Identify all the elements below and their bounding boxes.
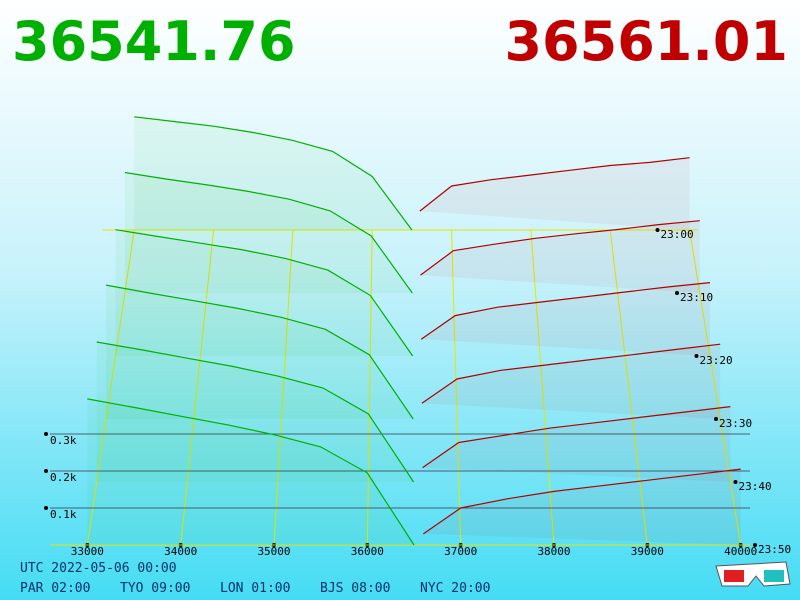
bids-area <box>106 285 414 419</box>
bids-area <box>115 229 413 356</box>
asks-area <box>422 406 731 482</box>
zone-time: PAR 02:00 <box>20 581 90 596</box>
grid-line <box>180 229 215 546</box>
asks-area <box>420 220 700 293</box>
zone-time: TYO 09:00 <box>120 581 190 596</box>
time-label: 23:30 <box>719 417 752 430</box>
x-tick-label: 39000 <box>631 545 664 558</box>
x-tick-label: 35000 <box>257 545 290 558</box>
bids-line <box>115 229 414 357</box>
asks-line <box>422 406 731 469</box>
bid-price: 36541.76 <box>12 10 296 73</box>
asks-line <box>419 157 690 212</box>
depth-tick-label: 0.3k <box>50 434 77 447</box>
zone-time: BJS 08:00 <box>320 581 390 596</box>
depth-tick-label: 0.1k <box>50 508 77 521</box>
ask-price: 36561.01 <box>504 10 788 73</box>
time-label: 23:10 <box>680 291 713 304</box>
x-tick-label: 34000 <box>164 545 197 558</box>
asks-area <box>419 157 690 230</box>
tick-dot <box>714 417 718 421</box>
asks-area <box>421 344 721 419</box>
asks-area <box>423 469 741 545</box>
x-tick-label: 33000 <box>71 545 104 558</box>
bids-line <box>105 284 414 420</box>
tick-dot <box>44 469 48 473</box>
tick-dot <box>44 506 48 510</box>
tick-dot <box>753 543 757 547</box>
bids-line <box>87 398 415 546</box>
tick-dot <box>44 432 48 436</box>
bids-area <box>134 116 412 230</box>
bids-line <box>124 171 413 294</box>
grid-line <box>273 229 294 546</box>
asks-line <box>421 343 721 404</box>
grid-line <box>689 229 742 546</box>
bids-line <box>134 116 413 231</box>
tick-dot <box>694 354 699 358</box>
time-label: 23:50 <box>758 543 791 556</box>
asks-line <box>420 282 711 340</box>
zone-time: LON 01:00 <box>220 581 290 596</box>
3d-glasses-icon[interactable] <box>715 561 791 587</box>
time-label: 23:40 <box>739 480 772 493</box>
grid-line <box>451 229 462 546</box>
asks-line <box>422 468 741 535</box>
depth-tick-label: 0.2k <box>50 471 77 484</box>
tick-dot <box>675 291 679 295</box>
x-tick-label: 40000 <box>724 545 757 558</box>
x-tick-label: 36000 <box>351 545 384 558</box>
grid-line <box>366 229 373 546</box>
asks-line <box>420 220 700 276</box>
bids-area <box>96 342 414 482</box>
tick-dot <box>733 480 738 484</box>
bids-area <box>124 172 413 293</box>
grid-line <box>609 229 648 546</box>
x-tick-label: 37000 <box>444 545 477 558</box>
plot: 33000 34000 35000 36000 37000 38000 39000 40000… <box>44 116 791 558</box>
bids-line <box>96 341 415 483</box>
x-tick-label: 38000 <box>537 545 570 558</box>
time-label: 23:00 <box>661 228 694 241</box>
asks-area <box>421 282 711 356</box>
tick-dot <box>655 228 660 232</box>
grid-line <box>86 229 135 546</box>
zone-time: NYC 20:00 <box>420 581 490 596</box>
time-label: 23:20 <box>700 354 733 367</box>
utc-time: UTC 2022-05-06 00:00 <box>20 561 177 576</box>
bids-area <box>87 398 415 545</box>
